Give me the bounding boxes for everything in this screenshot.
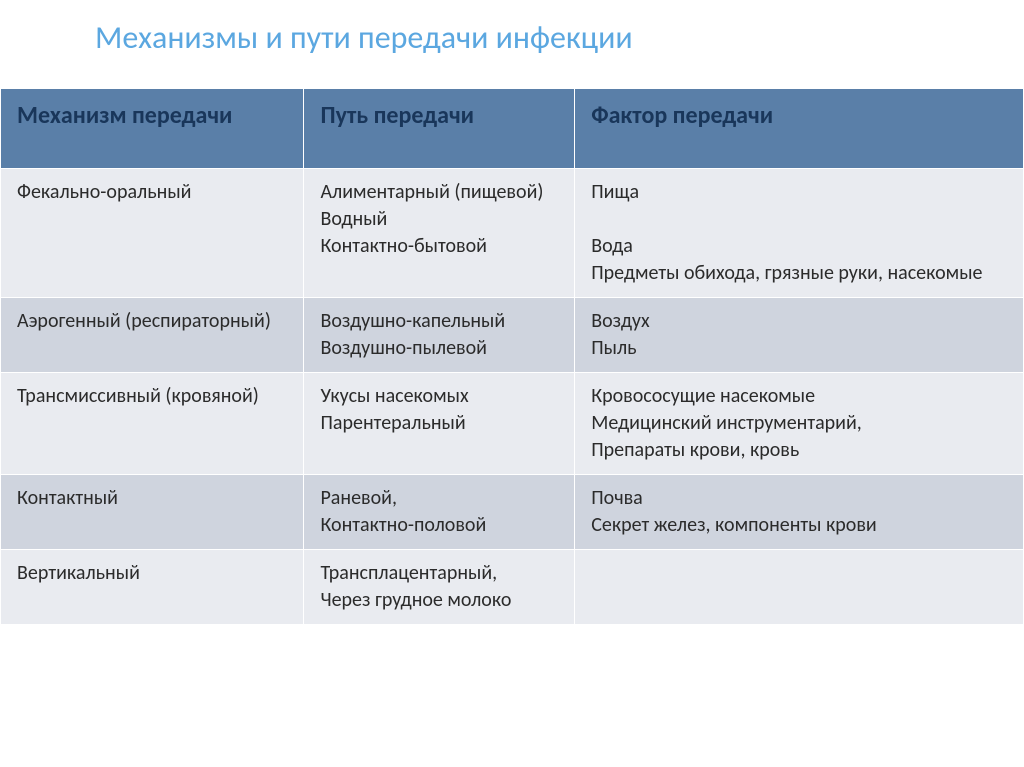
column-header: Механизм передачи <box>1 89 304 169</box>
table-cell: Контактный <box>1 475 304 550</box>
table-cell: ВоздухПыль <box>575 298 1024 373</box>
table-cell: Раневой,Контактно-половой <box>304 475 575 550</box>
table-cell: Аэрогенный (респираторный) <box>1 298 304 373</box>
table-cell: Трансмиссивный (кровяной) <box>1 373 304 475</box>
table-cell: Укусы насекомыхПарентеральный <box>304 373 575 475</box>
table-row: Трансмиссивный (кровяной) Укусы насекомы… <box>1 373 1024 475</box>
table-cell: Трансплацентарный,Через грудное молоко <box>304 550 575 625</box>
slide-container: Механизмы и пути передачи инфекции Механ… <box>0 0 1024 767</box>
table-cell: Пища ВодаПредметы обихода, грязные руки,… <box>575 169 1024 298</box>
table-cell: ПочваСекрет желез, компоненты крови <box>575 475 1024 550</box>
table-cell: Кровососущие насекомыеМедицинский инстру… <box>575 373 1024 475</box>
transmission-table: Механизм передачи Путь передачи Фактор п… <box>0 88 1024 625</box>
table-row: Вертикальный Трансплацентарный,Через гру… <box>1 550 1024 625</box>
table-row: Аэрогенный (респираторный) Воздушно-капе… <box>1 298 1024 373</box>
table-row: Контактный Раневой,Контактно-половой Поч… <box>1 475 1024 550</box>
table-cell: Фекально-оральный <box>1 169 304 298</box>
table-cell: Воздушно-капельныйВоздушно-пылевой <box>304 298 575 373</box>
table-cell <box>575 550 1024 625</box>
table-row: Фекально-оральный Алиментарный (пищевой)… <box>1 169 1024 298</box>
slide-title: Механизмы и пути передачи инфекции <box>0 18 1024 57</box>
table-cell: Вертикальный <box>1 550 304 625</box>
table-header-row: Механизм передачи Путь передачи Фактор п… <box>1 89 1024 169</box>
column-header: Фактор передачи <box>575 89 1024 169</box>
table-container: Механизм передачи Путь передачи Фактор п… <box>0 88 1024 625</box>
column-header: Путь передачи <box>304 89 575 169</box>
table-cell: Алиментарный (пищевой)ВодныйКонтактно-бы… <box>304 169 575 298</box>
